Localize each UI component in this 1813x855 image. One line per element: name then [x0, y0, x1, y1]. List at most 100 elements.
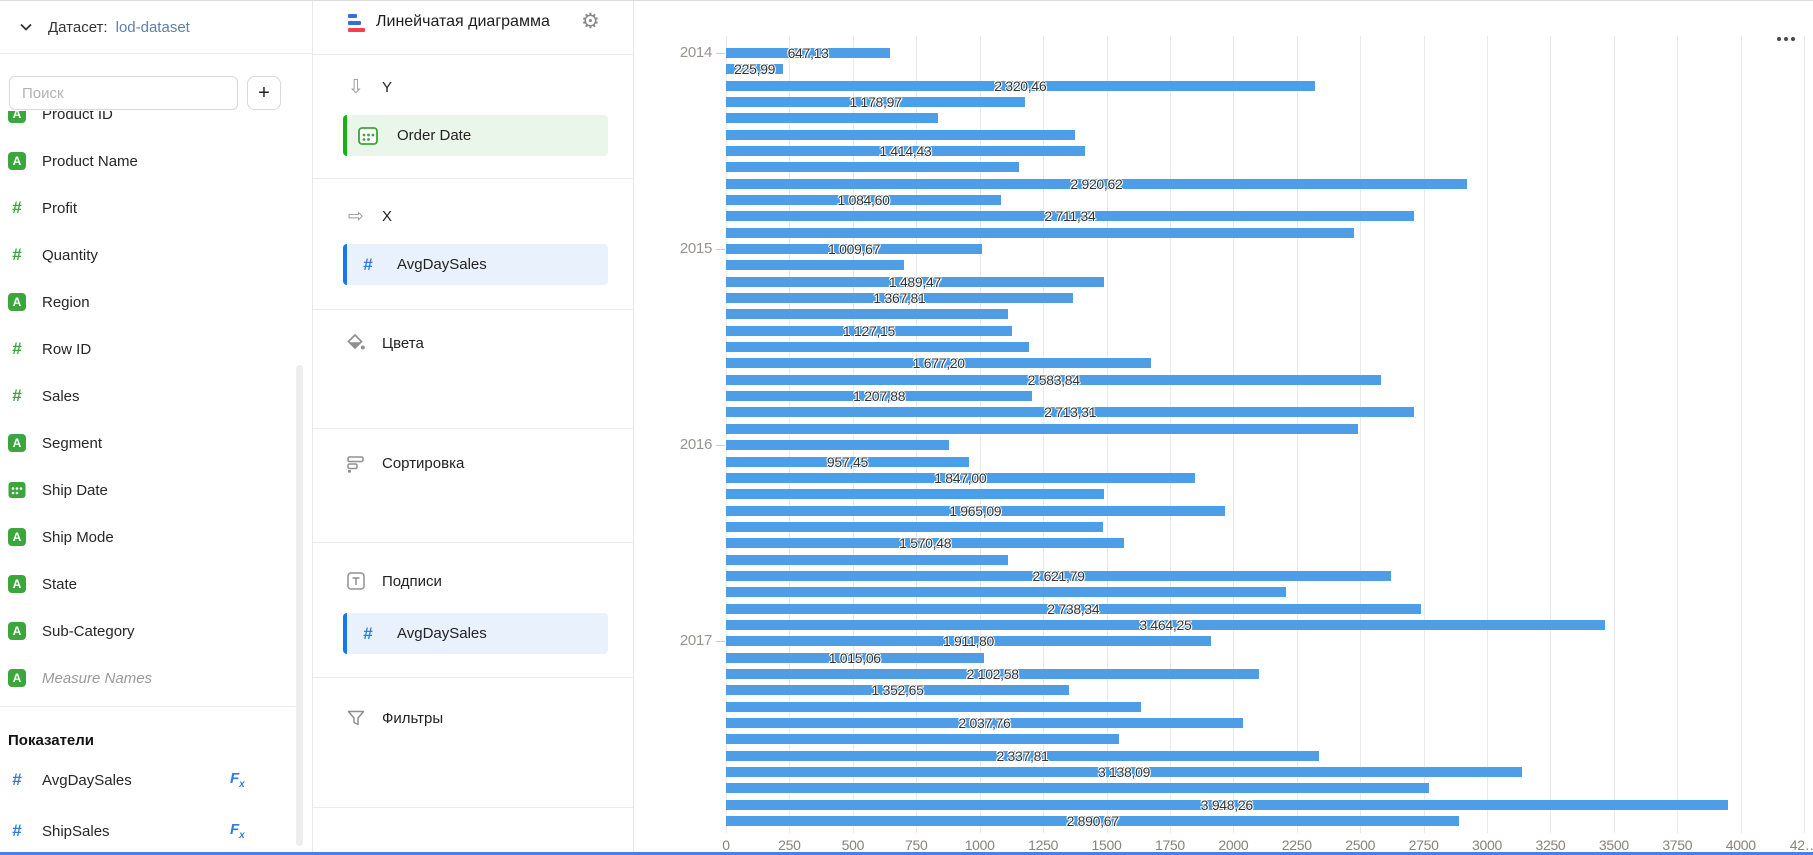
- measure-item-shipsales[interactable]: # ShipSales Fx: [0, 808, 295, 854]
- bar[interactable]: [726, 358, 1152, 369]
- bar[interactable]: [726, 587, 1286, 598]
- formula-icon[interactable]: Fx: [230, 770, 245, 790]
- bar[interactable]: [726, 636, 1211, 647]
- bar[interactable]: [726, 652, 984, 663]
- bar[interactable]: [726, 783, 1429, 794]
- bar[interactable]: [726, 342, 1030, 353]
- field-item-ship-date[interactable]: Ship Date: [0, 467, 295, 513]
- bar[interactable]: [726, 178, 1467, 189]
- bar[interactable]: [726, 489, 1104, 500]
- bar[interactable]: [726, 195, 1002, 206]
- labels-field-name: AvgDaySales: [397, 625, 487, 642]
- section-colors-label: Цвета: [382, 334, 424, 352]
- bar[interactable]: [726, 815, 1460, 826]
- bar[interactable]: [726, 423, 1358, 434]
- bar[interactable]: [726, 668, 1260, 679]
- bar[interactable]: [726, 440, 949, 451]
- divider: [313, 807, 633, 808]
- bar[interactable]: [726, 538, 1125, 549]
- gridline: [1613, 36, 1615, 833]
- field-item-sales[interactable]: # Sales: [0, 373, 295, 419]
- bar[interactable]: [726, 701, 1142, 712]
- bar[interactable]: [726, 129, 1075, 140]
- bar[interactable]: [726, 64, 784, 75]
- section-sort[interactable]: Сортировка: [346, 451, 464, 475]
- bar[interactable]: [726, 766, 1523, 777]
- section-y[interactable]: ⇩ Y: [346, 75, 392, 99]
- bar[interactable]: [726, 619, 1605, 630]
- bar[interactable]: [726, 260, 904, 271]
- x-axis-tick-label: 2250: [1281, 837, 1312, 853]
- sidebar-scrollbar[interactable]: [296, 365, 303, 846]
- field-item-quantity[interactable]: # Quantity: [0, 232, 295, 278]
- bar[interactable]: [726, 391, 1033, 402]
- y-axis-tick: [716, 445, 725, 447]
- string-field-icon: A: [8, 528, 26, 546]
- bar[interactable]: [726, 244, 983, 255]
- section-x[interactable]: ⇨ X: [346, 204, 392, 228]
- bar[interactable]: [726, 211, 1414, 222]
- section-filters[interactable]: Фильтры: [346, 706, 443, 730]
- field-item-profit[interactable]: # Profit: [0, 185, 295, 231]
- bar[interactable]: [726, 472, 1195, 483]
- chart-type-header[interactable]: Линейчатая диаграмма ⚙: [313, 1, 633, 54]
- divider: [313, 54, 633, 55]
- bar[interactable]: [726, 456, 969, 467]
- gridline: [1487, 36, 1489, 833]
- field-item-region[interactable]: A Region: [0, 279, 295, 325]
- y-field-pill[interactable]: Order Date: [343, 115, 608, 156]
- x-axis-tick-label: 2000: [1218, 837, 1249, 853]
- bar[interactable]: [726, 276, 1104, 287]
- bar[interactable]: [726, 162, 1019, 173]
- dataset-name-link[interactable]: lod-dataset: [115, 18, 190, 36]
- section-colors[interactable]: Цвета: [346, 331, 424, 355]
- string-field-icon: A: [8, 152, 26, 170]
- bar[interactable]: [726, 603, 1421, 614]
- bar-value-label: 1 084,60: [837, 192, 890, 209]
- search-input[interactable]: [9, 76, 238, 110]
- bar[interactable]: [726, 80, 1315, 91]
- bar[interactable]: [726, 113, 938, 124]
- field-item-segment[interactable]: A Segment: [0, 420, 295, 466]
- number-field-icon: #: [363, 623, 373, 643]
- bar[interactable]: [726, 505, 1225, 516]
- field-item-row-id[interactable]: # Row ID: [0, 326, 295, 372]
- bar[interactable]: [726, 717, 1243, 728]
- field-item-sub-category[interactable]: A Sub-Category: [0, 608, 295, 654]
- bar[interactable]: [726, 309, 1009, 320]
- formula-icon[interactable]: Fx: [230, 821, 245, 841]
- bar-value-label: 1 009,67: [828, 241, 881, 258]
- more-menu-icon[interactable]: [1777, 37, 1795, 41]
- bar[interactable]: [726, 521, 1104, 532]
- bar[interactable]: [726, 799, 1728, 810]
- bar[interactable]: [726, 293, 1073, 304]
- y-axis-tick: [716, 53, 725, 54]
- bar[interactable]: [726, 97, 1026, 108]
- field-item-product-name[interactable]: A Product Name: [0, 138, 295, 184]
- field-item-measure-names[interactable]: A Measure Names: [0, 655, 295, 701]
- bar[interactable]: [726, 407, 1415, 418]
- bar[interactable]: [726, 750, 1320, 761]
- field-item-state[interactable]: A State: [0, 561, 295, 607]
- bar[interactable]: [726, 374, 1382, 385]
- bar[interactable]: [726, 48, 891, 58]
- bar[interactable]: [726, 734, 1120, 745]
- add-field-button[interactable]: +: [247, 76, 281, 110]
- measure-item-avgdaysales[interactable]: # AvgDaySales Fx: [0, 757, 295, 803]
- bar-value-label: 1 367,81: [873, 290, 926, 307]
- bar[interactable]: [726, 570, 1392, 581]
- measures-header: Показатели: [8, 732, 95, 749]
- settings-gear-icon[interactable]: ⚙: [581, 9, 600, 33]
- bar[interactable]: [726, 554, 1008, 565]
- labels-field-pill[interactable]: # AvgDaySales: [343, 613, 608, 654]
- field-name: Row ID: [42, 340, 92, 358]
- bar[interactable]: [726, 227, 1354, 238]
- bar[interactable]: [726, 685, 1070, 696]
- field-item-ship-mode[interactable]: A Ship Mode: [0, 514, 295, 560]
- bar[interactable]: [726, 325, 1012, 336]
- section-labels[interactable]: Подписи: [346, 569, 442, 593]
- chevron-down-icon[interactable]: [18, 19, 34, 35]
- bar[interactable]: [726, 146, 1085, 157]
- x-field-pill[interactable]: # AvgDaySales: [343, 244, 608, 285]
